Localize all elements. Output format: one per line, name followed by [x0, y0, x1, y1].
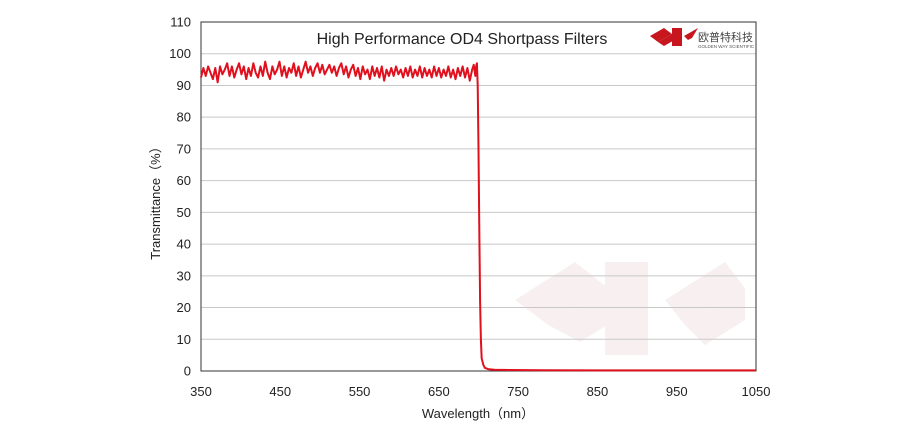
x-tick-labels: 350 450 550 650 750 850 950 1050: [190, 384, 770, 399]
x-tick-label: 450: [269, 384, 291, 399]
y-tick-label: 110: [170, 15, 191, 30]
y-tick-label: 30: [177, 268, 191, 283]
y-tick-label: 0: [184, 364, 191, 379]
y-tick-labels: 0 10 20 30 40 50 60 70 80 90 100 110: [169, 15, 191, 379]
y-tick-label: 80: [177, 110, 191, 125]
series-line: [200, 60, 756, 372]
y-tick-label: 90: [177, 78, 191, 93]
x-tick-label: 750: [507, 384, 529, 399]
y-tick-label: 100: [169, 46, 191, 61]
brand-logo-name-en: GOLDEN WAY SCIENTIFIC: [698, 44, 755, 49]
y-tick-label: 60: [177, 173, 191, 188]
y-tick-label: 50: [177, 205, 191, 220]
brand-logo: 欧普特科技 GOLDEN WAY SCIENTIFIC: [650, 28, 755, 49]
watermark-logo: [515, 262, 745, 355]
y-tick-label: 20: [177, 300, 191, 315]
x-tick-label: 350: [190, 384, 212, 399]
y-axis-title: Transmittance（%）: [148, 140, 163, 259]
chart-title: High Performance OD4 Shortpass Filters: [317, 31, 608, 48]
x-tick-label: 850: [587, 384, 609, 399]
y-tick-label: 40: [177, 237, 191, 252]
x-tick-label: 550: [349, 384, 371, 399]
plot-area-frame: [200, 21, 757, 372]
y-tick-label: 10: [177, 332, 191, 347]
y-tick-label: 70: [177, 141, 191, 156]
x-axis-title: Wavelength（nm）: [422, 406, 534, 421]
x-tick-label: 950: [666, 384, 688, 399]
brand-logo-mark: [650, 28, 698, 46]
x-tick-label: 1050: [742, 384, 771, 399]
brand-logo-name-cn: 欧普特科技: [698, 30, 753, 44]
x-tick-label: 650: [428, 384, 450, 399]
